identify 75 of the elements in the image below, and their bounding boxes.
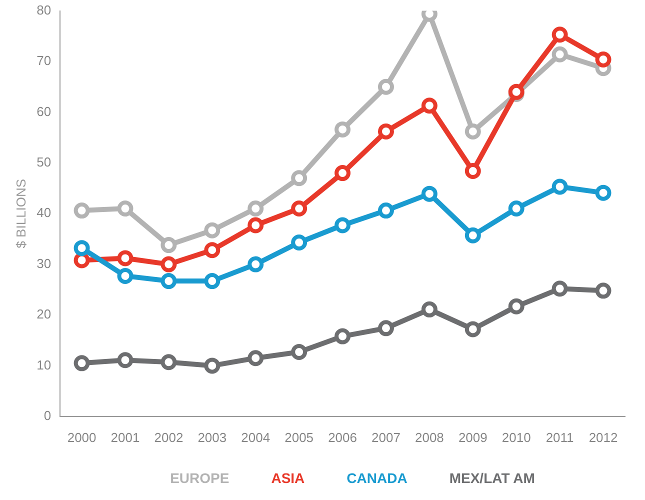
x-tick-label: 2004: [241, 430, 270, 445]
point: [378, 123, 394, 140]
point: [421, 186, 438, 202]
point: [117, 268, 134, 284]
text: MEX/LAT AM: [449, 470, 535, 486]
point: [248, 350, 264, 366]
point: [508, 200, 524, 217]
point: [552, 26, 568, 43]
point: [74, 240, 90, 256]
point: [160, 256, 177, 272]
point: [595, 184, 612, 201]
point: [204, 242, 220, 258]
point: [334, 217, 351, 234]
y-tick-label: 80: [36, 2, 52, 18]
point: [117, 250, 134, 266]
x-tick-label: 2009: [458, 430, 488, 445]
point: [552, 178, 568, 195]
point: [334, 121, 351, 138]
text: CANADA: [346, 470, 408, 486]
y-tick-label: 40: [36, 205, 52, 220]
point: [334, 165, 351, 182]
x-tick-label: 2006: [328, 430, 357, 445]
y-tick-label: 50: [36, 154, 52, 170]
point: [74, 355, 90, 372]
point: [421, 98, 438, 114]
x-tick-label: 2000: [67, 430, 96, 445]
point: [74, 202, 90, 219]
point: [508, 298, 524, 314]
x-tick-label: 2011: [546, 430, 574, 445]
point: [378, 320, 394, 336]
y-tick-label: 10: [36, 357, 52, 372]
point: [160, 273, 177, 290]
point: [595, 51, 612, 68]
point: [160, 237, 177, 254]
point: [117, 352, 134, 368]
point: [291, 234, 308, 250]
point: [248, 256, 264, 272]
point: [117, 200, 134, 217]
y-tick-label: 70: [36, 53, 52, 68]
point: [291, 200, 308, 217]
text: ASIA: [271, 470, 305, 486]
point: [464, 123, 481, 140]
point: [248, 217, 264, 234]
point: [291, 170, 308, 186]
point: [595, 282, 612, 299]
point: [378, 78, 394, 95]
text: EUROPE: [170, 470, 230, 486]
point: [204, 222, 220, 238]
x-tick-label: 2001: [110, 430, 140, 445]
y-tick-label: 30: [36, 256, 52, 271]
point: [552, 46, 568, 62]
point: [204, 358, 220, 374]
point: [291, 344, 308, 360]
x-tick-label: 2005: [284, 430, 314, 445]
x-tick-label: 2012: [588, 430, 618, 445]
x-tick-label: 2007: [372, 430, 400, 445]
y-tick-label: 0: [44, 408, 52, 423]
x-tick-label: 2002: [154, 430, 184, 445]
point: [378, 202, 394, 219]
point: [334, 328, 351, 344]
point: [204, 273, 220, 290]
point: [464, 227, 481, 244]
x-tick-label: 2003: [198, 430, 227, 445]
point: [464, 321, 481, 338]
point: [552, 280, 568, 297]
point: [160, 354, 177, 370]
point: [464, 163, 481, 180]
point: [74, 252, 90, 268]
point: [248, 200, 264, 217]
y-tick-label: 60: [36, 104, 52, 119]
point: [421, 301, 438, 318]
x-tick-label: 2008: [414, 430, 444, 445]
y-axis-title: $ BILLIONS: [13, 178, 28, 248]
y-tick-label: 20: [36, 306, 52, 322]
x-tick-label: 2010: [502, 430, 531, 445]
